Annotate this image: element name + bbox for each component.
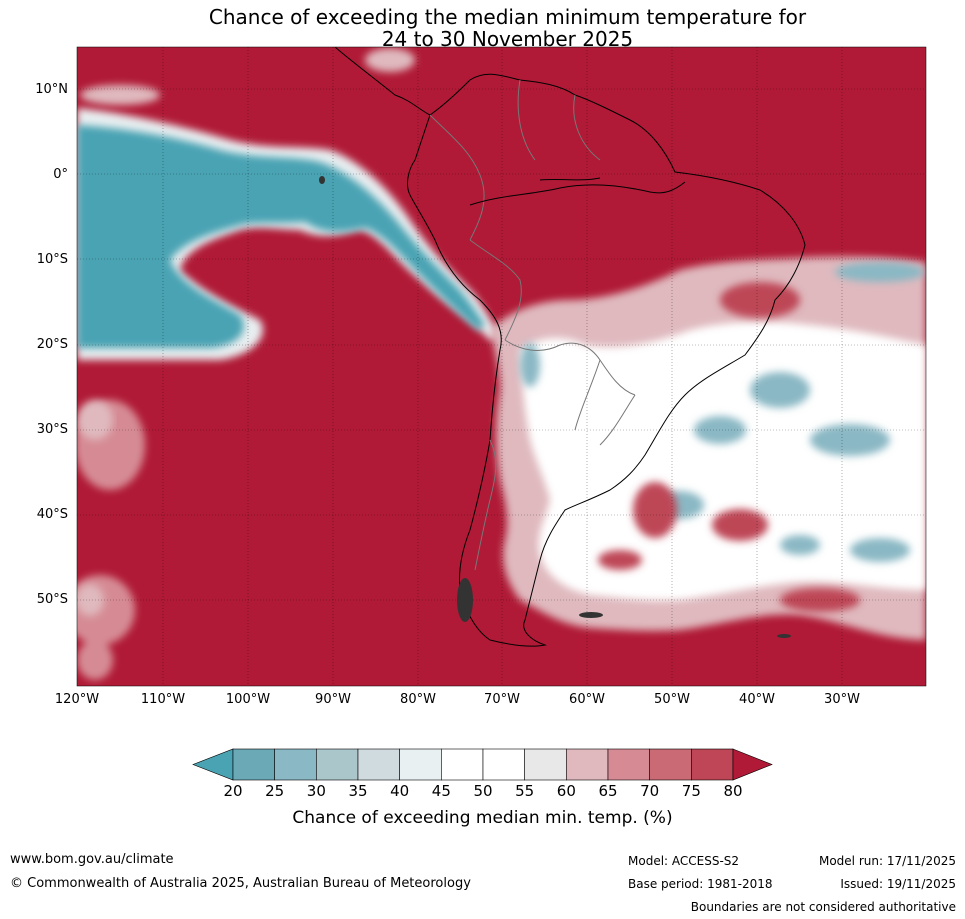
colorbar-segment [524, 748, 567, 781]
colorbar-tick-label: 60 [556, 782, 576, 800]
colorbar-tick-label: 35 [348, 782, 368, 800]
probability-map [76, 46, 927, 687]
inland-lines [469, 177, 686, 206]
lat-label-10s: 10°S [36, 252, 68, 267]
colorbar-tick-label: 30 [306, 782, 326, 800]
north-pacific-light [80, 48, 415, 105]
copyright-text: © Commonwealth of Australia 2025, Austra… [10, 876, 471, 891]
model-run-text: Model run: 17/11/2025 [818, 854, 956, 868]
chart-title-line-2: 24 to 30 November 2025 [381, 27, 634, 51]
lon-label-120w: 120°W [54, 692, 100, 707]
red-patches [598, 282, 860, 612]
colorbar-segment [691, 748, 734, 781]
country-borders [429, 79, 636, 571]
lat-label-20s: 20°S [36, 337, 68, 352]
colorbar-tick-label: 20 [223, 782, 243, 800]
gridlines [77, 47, 926, 686]
colorbar-segment [441, 748, 484, 781]
colorbar-tick-label: 45 [431, 782, 451, 800]
colorbar-segment [607, 748, 650, 781]
lat-label-50s: 50°S [36, 592, 68, 607]
pacific-teal-region [77, 125, 485, 348]
lon-label-100w: 100°W [225, 692, 271, 707]
chart-title-line-1: Chance of exceeding the median minimum t… [208, 5, 807, 29]
colorbar-tick-label: 25 [265, 782, 285, 800]
lon-label-110w: 110°W [140, 692, 186, 707]
model-text: Model: ACCESS-S2 [628, 854, 740, 868]
colorbar-tick-label: 55 [515, 782, 535, 800]
colorbar-tick-label: 40 [390, 782, 410, 800]
colorbar-segment [357, 748, 400, 781]
colorbar-segment [482, 748, 525, 781]
colorbar-segment [399, 748, 442, 781]
lon-label-80w: 80°W [400, 692, 436, 707]
colorbar-tick-label: 65 [598, 782, 618, 800]
colorbar-extend-high [732, 748, 773, 781]
colorbar-segment [316, 748, 359, 781]
islands [319, 176, 791, 638]
lon-label-50w: 50°W [654, 692, 690, 707]
colorbar-tick-label: 50 [473, 782, 493, 800]
lon-label-60w: 60°W [569, 692, 605, 707]
colorbar-label: Chance of exceeding median min. temp. (%… [292, 808, 673, 828]
colorbar-tick-label: 70 [640, 782, 660, 800]
colorbar-extend-low [192, 748, 234, 781]
lon-label-30w: 30°W [824, 692, 860, 707]
colorbar-segment [232, 748, 275, 781]
lat-label-40s: 40°S [36, 507, 68, 522]
disclaimer-text: Boundaries are not considered authoritat… [690, 900, 956, 914]
issued-text: Issued: 19/11/2025 [840, 877, 956, 891]
south-america-coastline [334, 47, 806, 647]
lat-label-0: 0° [53, 167, 68, 182]
colorbar-segment [649, 748, 692, 781]
website-text: www.bom.gov.au/climate [10, 852, 174, 867]
lon-label-90w: 90°W [315, 692, 351, 707]
colorbar-segment [566, 748, 609, 781]
base-period-text: Base period: 1981-2018 [628, 877, 773, 891]
colorbar-tick-label: 80 [723, 782, 743, 800]
lon-label-40w: 40°W [739, 692, 775, 707]
lat-label-30s: 30°S [36, 422, 68, 437]
colorbar-tick-label: 75 [681, 782, 701, 800]
lon-label-70w: 70°W [484, 692, 520, 707]
lat-label-10n: 10°N [35, 82, 68, 97]
colorbar-segment [274, 748, 317, 781]
south-atlantic-white-region [520, 321, 926, 601]
